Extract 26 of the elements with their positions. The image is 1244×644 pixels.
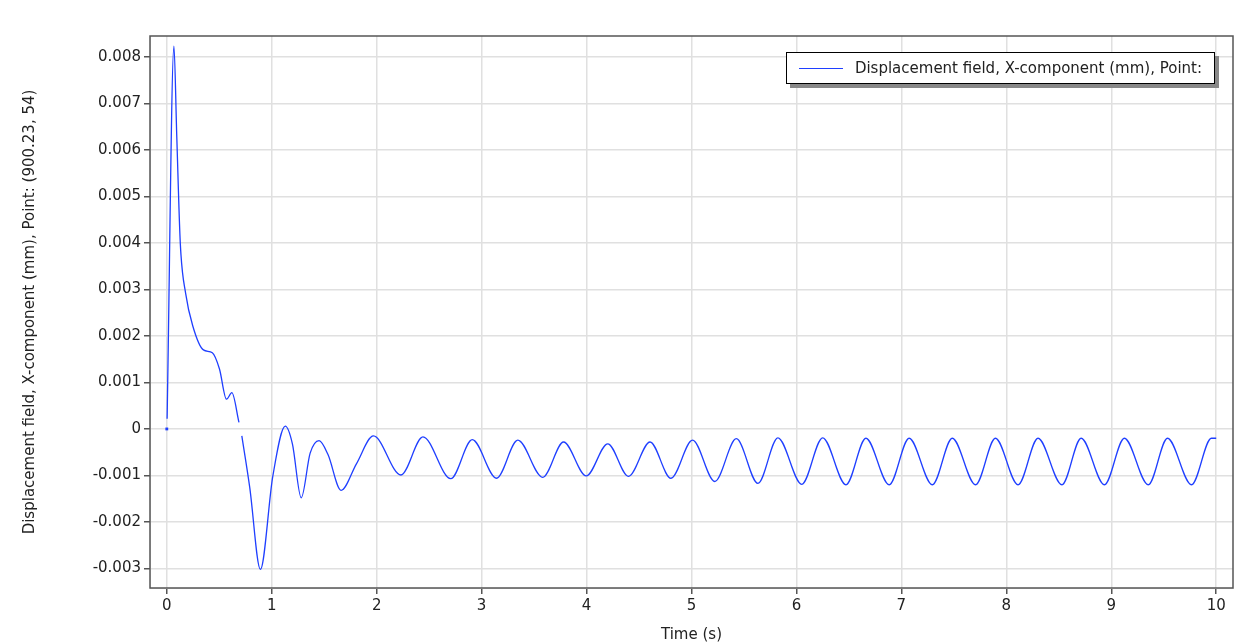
y-tick-label: 0.007 bbox=[98, 93, 141, 112]
y-tick-label: 0.008 bbox=[98, 46, 141, 65]
x-tick-label: 9 bbox=[1106, 595, 1117, 614]
y-tick-label: -0.002 bbox=[92, 511, 141, 530]
x-tick-label: 1 bbox=[266, 595, 277, 614]
x-tick-label: 8 bbox=[1001, 595, 1012, 614]
legend-label: Displacement field, X-component (mm), Point: bbox=[854, 59, 1202, 77]
y-tick-label: -0.001 bbox=[92, 465, 141, 484]
y-tick-label: 0.003 bbox=[98, 279, 141, 298]
x-tick-label: 5 bbox=[686, 595, 697, 614]
y-tick-label: 0.001 bbox=[98, 372, 141, 391]
x-tick-label: 4 bbox=[581, 595, 592, 614]
x-tick-label: 6 bbox=[791, 595, 802, 614]
x-tick-label: 0 bbox=[162, 595, 172, 614]
y-tick-label: -0.003 bbox=[92, 558, 141, 577]
y-tick-label: 0 bbox=[131, 418, 141, 437]
x-tick-label: 10 bbox=[1206, 595, 1226, 614]
y-tick-label: 0.005 bbox=[98, 186, 141, 205]
y-axis-title: Displacement field, X-component (mm), Point: (900.23, 54) bbox=[19, 89, 38, 535]
y-tick-label: 0.006 bbox=[98, 139, 141, 158]
x-axis-title: Time (s) bbox=[660, 624, 722, 643]
x-tick-label: 7 bbox=[896, 595, 907, 614]
y-tick-label: 0.002 bbox=[98, 325, 141, 344]
y-tick-label: 0.004 bbox=[98, 232, 141, 251]
x-tick-label: 2 bbox=[371, 595, 382, 614]
x-tick-label: 3 bbox=[476, 595, 487, 614]
